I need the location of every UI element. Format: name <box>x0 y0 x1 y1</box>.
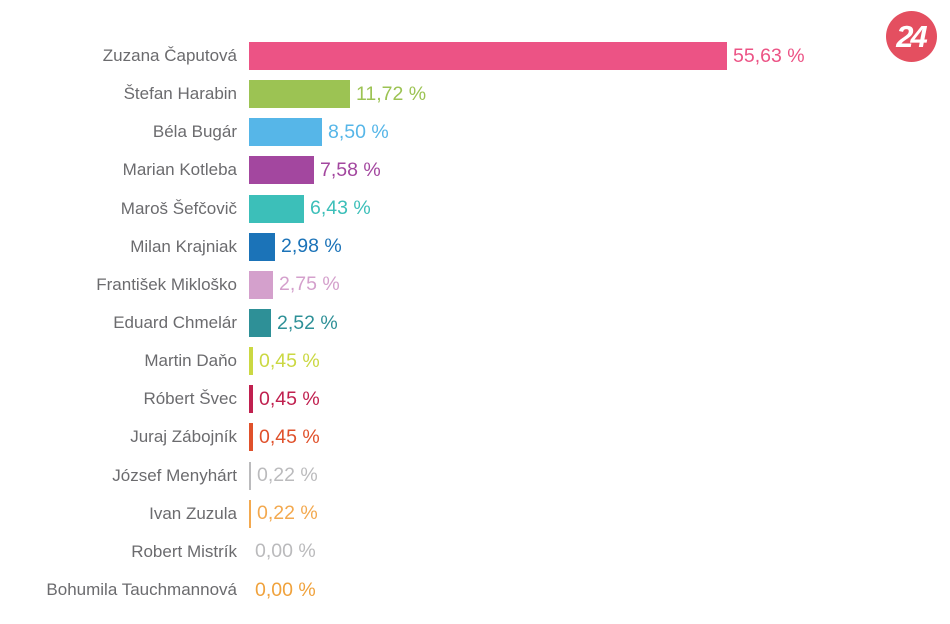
chart-row: Marian Kotleba 7,58 % <box>0 151 950 189</box>
bar <box>249 194 304 223</box>
candidate-name-label: Marian Kotleba <box>122 160 237 180</box>
bar-chart: Zuzana Čaputová 55,63 % Štefan Harabin 1… <box>0 37 950 609</box>
candidate-name-label: Ivan Zuzula <box>149 503 237 523</box>
chart-row: Štefan Harabin 11,72 % <box>0 75 950 113</box>
bar <box>249 118 322 147</box>
bar <box>249 156 314 185</box>
candidate-name-label: Zuzana Čaputová <box>102 46 237 66</box>
candidate-name-label: Milan Krajniak <box>130 236 237 256</box>
candidate-name-label: Maroš Šefčovič <box>120 198 237 218</box>
chart-row: Ivan Zuzula 0,22 % <box>0 495 950 533</box>
candidate-name-label: Béla Bugár <box>152 122 237 142</box>
bar <box>249 461 251 490</box>
value-label: 0,00 % <box>255 540 316 563</box>
value-label: 2,75 % <box>279 273 340 296</box>
value-label: 0,22 % <box>257 502 318 525</box>
bar <box>249 423 253 452</box>
value-label: 55,63 % <box>733 44 805 67</box>
tv24-logo-text: 24 <box>896 18 928 54</box>
chart-row: Maroš Šefčovič 6,43 % <box>0 190 950 228</box>
chart-row: Béla Bugár 8,50 % <box>0 113 950 151</box>
candidate-name-label: József Menyhárt <box>112 465 237 485</box>
bar <box>249 80 350 109</box>
chart-row: Milan Krajniak 2,98 % <box>0 228 950 266</box>
value-label: 0,45 % <box>259 349 320 372</box>
chart-row: Robert Mistrík 0,00 % <box>0 533 950 571</box>
bar <box>249 270 273 299</box>
value-label: 0,22 % <box>257 464 318 487</box>
tv24-logo: 24 <box>886 11 937 62</box>
chart-row: Bohumila Tauchmannová 0,00 % <box>0 571 950 609</box>
candidate-name-label: František Mikloško <box>96 274 237 294</box>
value-label: 0,00 % <box>255 578 316 601</box>
bar <box>249 499 251 528</box>
value-label: 6,43 % <box>310 197 371 220</box>
candidate-name-label: Bohumila Tauchmannová <box>46 580 237 600</box>
chart-row: Juraj Zábojník 0,45 % <box>0 418 950 456</box>
candidate-name-label: Martin Daňo <box>144 351 237 371</box>
chart-row: Róbert Švec 0,45 % <box>0 380 950 418</box>
bar <box>249 347 253 376</box>
value-label: 7,58 % <box>320 158 381 181</box>
chart-row: Eduard Chmelár 2,52 % <box>0 304 950 342</box>
value-label: 11,72 % <box>356 82 427 105</box>
chart-row: Zuzana Čaputová 55,63 % <box>0 37 950 75</box>
chart-row: Martin Daňo 0,45 % <box>0 342 950 380</box>
chart-row: József Menyhárt 0,22 % <box>0 457 950 495</box>
bar <box>249 232 275 261</box>
value-label: 2,52 % <box>277 311 338 334</box>
value-label: 0,45 % <box>259 387 320 410</box>
value-label: 2,98 % <box>281 235 342 258</box>
bar <box>249 309 271 338</box>
candidate-name-label: Juraj Zábojník <box>130 427 237 447</box>
bar <box>249 42 727 71</box>
candidate-name-label: Eduard Chmelár <box>113 313 237 333</box>
chart-row: František Mikloško 2,75 % <box>0 266 950 304</box>
bar <box>249 385 253 414</box>
value-label: 0,45 % <box>259 425 320 448</box>
candidate-name-label: Robert Mistrík <box>131 541 237 561</box>
value-label: 8,50 % <box>328 120 389 143</box>
candidate-name-label: Štefan Harabin <box>123 84 237 104</box>
candidate-name-label: Róbert Švec <box>143 389 237 409</box>
